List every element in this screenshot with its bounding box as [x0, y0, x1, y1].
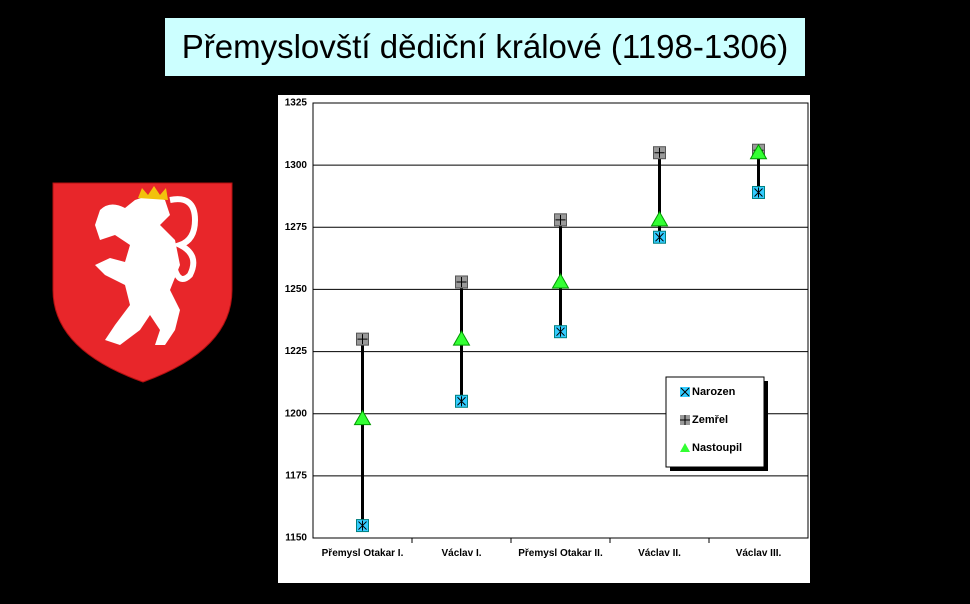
marker-symbol: [357, 334, 368, 345]
y-tick-label: 1175: [285, 470, 307, 481]
legend-item: Zemřel: [680, 414, 728, 426]
y-tick-label: 1200: [285, 408, 308, 419]
marker-nastoupil: [353, 409, 372, 426]
marker-nastoupil: [749, 143, 768, 160]
marker-symbol: [556, 326, 565, 337]
marker-symbol: [457, 396, 466, 407]
chart-title: Přemyslovští dědiční králové (1198-1306): [165, 18, 805, 76]
y-tick-label: 1225: [285, 346, 308, 357]
marker-nastoupil: [551, 272, 570, 289]
coat-of-arms: [52, 182, 233, 383]
marker-symbol: [654, 147, 665, 158]
legend-symbol: [680, 443, 690, 452]
legend-item: Narozen: [680, 386, 736, 398]
marker-symbol: [555, 214, 566, 225]
legend-symbol: [680, 415, 690, 425]
marker-symbol: [358, 520, 367, 531]
marker-symbol: [754, 187, 763, 198]
y-tick-label: 1275: [285, 222, 308, 233]
y-tick-label: 1150: [285, 533, 307, 544]
legend-symbol: [680, 387, 690, 397]
y-tick-label: 1300: [285, 160, 308, 171]
marker-nastoupil: [452, 330, 471, 346]
legend-label: Zemřel: [692, 414, 728, 426]
legend-label: Nastoupil: [692, 442, 742, 454]
marker-symbol: [655, 232, 664, 243]
legend-label: Narozen: [692, 386, 736, 398]
marker-nastoupil: [650, 210, 669, 227]
legend-item: Nastoupil: [680, 442, 742, 454]
y-tick-label: 1325: [285, 98, 308, 109]
marker-symbol: [456, 276, 467, 287]
y-tick-label: 1250: [285, 284, 308, 295]
